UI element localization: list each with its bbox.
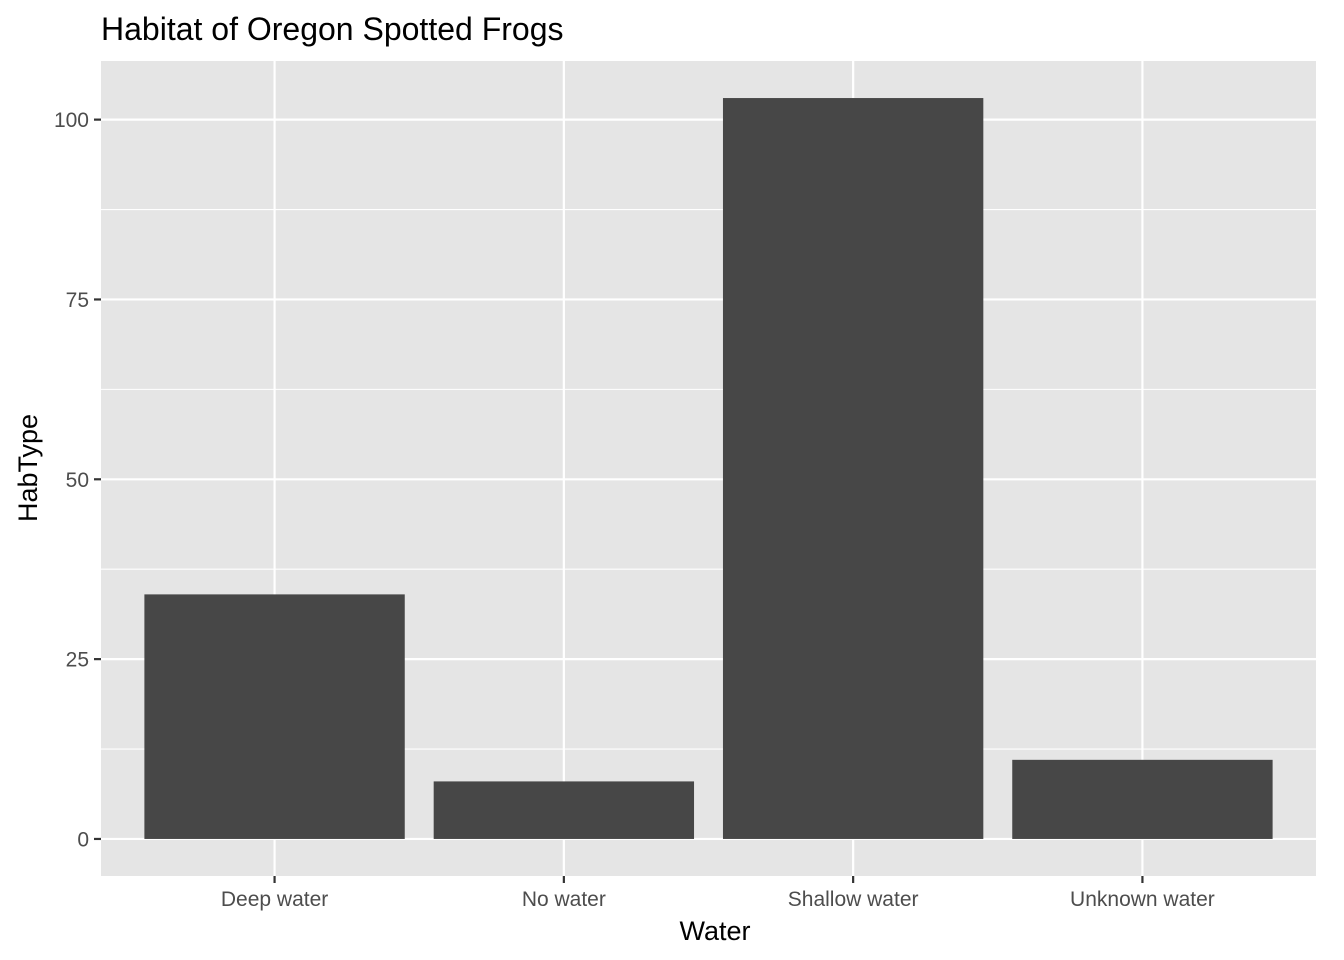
bar-shallow-water bbox=[722, 98, 984, 839]
x-tick-label: No water bbox=[522, 888, 606, 911]
y-tick-label: 100 bbox=[54, 109, 89, 132]
y-tick-label: 0 bbox=[77, 828, 89, 851]
x-tick-label: Shallow water bbox=[788, 888, 919, 911]
bar-unknown-water bbox=[1012, 759, 1273, 839]
y-tick-label: 50 bbox=[66, 469, 89, 492]
x-axis-title: Water bbox=[679, 916, 750, 946]
y-tick-label: 25 bbox=[66, 649, 89, 672]
bars bbox=[144, 98, 1273, 839]
y-axis: 0 25 50 75 100 bbox=[54, 109, 101, 851]
chart-title: Habitat of Oregon Spotted Frogs bbox=[101, 11, 563, 47]
x-tick-label: Unknown water bbox=[1070, 888, 1215, 911]
x-axis: Deep water No water Shallow water Unknown w… bbox=[221, 876, 1215, 911]
x-tick-label: Deep water bbox=[221, 888, 328, 911]
bar-no-water bbox=[433, 781, 695, 839]
y-axis-title: HabType bbox=[13, 414, 43, 522]
bar-deep-water bbox=[144, 594, 405, 839]
y-tick-label: 75 bbox=[66, 289, 89, 312]
